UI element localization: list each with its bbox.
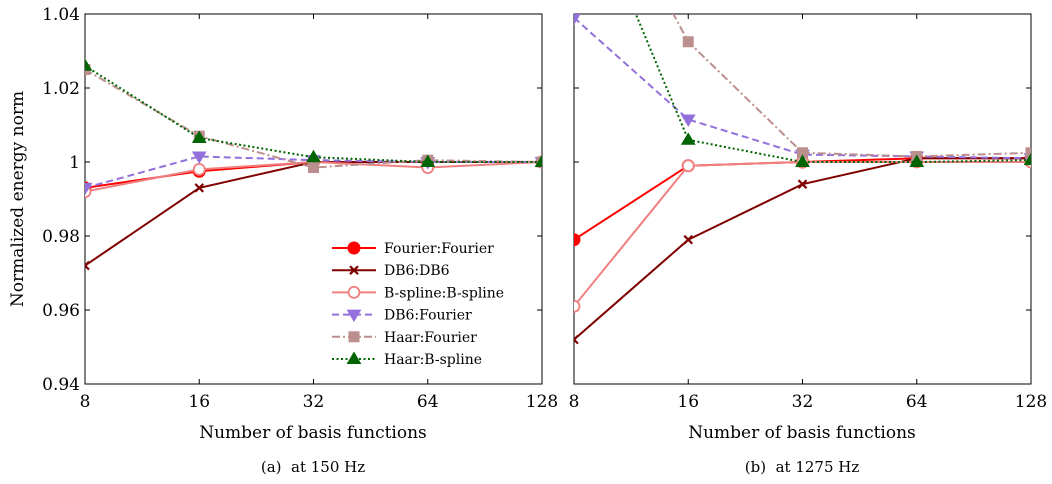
- legend: Fourier:Fourier DB6:DB6 B-spline:B-spline D…: [320, 229, 526, 369]
- x-tick-label: 64: [906, 392, 928, 412]
- plot-frame-b: [573, 13, 1032, 385]
- legend-item-db6-db6: DB6:DB6: [332, 263, 450, 279]
- data-point-haar-b-spline: [85, 58, 93, 71]
- legend-label: Haar:B-spline: [384, 352, 482, 368]
- y-axis-label: Normalized energy norm: [8, 91, 28, 307]
- y-tick-label: 1.04: [42, 5, 80, 25]
- x-tick-label: 32: [303, 392, 325, 412]
- series-line-fourier-fourier: [574, 157, 1031, 241]
- data-point-db6-fourier: [574, 14, 581, 26]
- data-point-db6-db6: [797, 179, 808, 189]
- x-tick-label: 16: [677, 392, 699, 412]
- series-line-haar-b-spline: [634, 14, 1031, 163]
- legend-label: Haar:Fourier: [384, 330, 477, 346]
- series-line-haar-b-spline: [85, 64, 542, 163]
- data-point-db6-fourier: [191, 151, 207, 164]
- data-point-haar-b-spline: [909, 154, 925, 167]
- x-tick-label: 64: [417, 392, 439, 412]
- data-point-haar-fourier: [1025, 147, 1031, 159]
- x-axis-label-b: Number of basis functions: [688, 423, 916, 443]
- data-point-haar-b-spline: [420, 154, 436, 167]
- legend-item-haar-b-spline: Haar:B-spline: [332, 351, 482, 368]
- y-tick-label: 0.94: [42, 375, 80, 395]
- data-point-b-spline-b-spline: [574, 299, 581, 313]
- caption-b: (b) at 1275 Hz: [745, 458, 860, 476]
- axis-ticks-b: 8 16 32 64 128: [569, 13, 1047, 412]
- legend-label: DB6:Fourier: [384, 308, 472, 324]
- legend-marker: [347, 241, 361, 255]
- y-tick-label: 1: [69, 153, 80, 173]
- x-tick-label: 32: [792, 392, 814, 412]
- legend-label: Fourier:Fourier: [384, 241, 494, 257]
- legend-item-db6-fourier: DB6:Fourier: [332, 308, 472, 324]
- data-point-haar-fourier: [682, 36, 694, 48]
- legend-label: DB6:DB6: [384, 263, 450, 279]
- data-point-haar-b-spline: [1023, 152, 1031, 166]
- x-tick-label: 8: [569, 392, 580, 412]
- x-axis-label-a: Number of basis functions: [199, 423, 427, 443]
- data-point-db6-db6: [194, 183, 205, 193]
- data-point-db6-db6: [574, 334, 579, 345]
- x-tick-label: 128: [1015, 392, 1047, 412]
- legend-marker: [346, 351, 362, 364]
- data-point-b-spline-b-spline: [192, 162, 206, 176]
- data-point-haar-fourier: [308, 162, 319, 174]
- y-tick-label: 1.02: [42, 79, 80, 99]
- data-point-db6-fourier: [680, 114, 696, 127]
- y-tick-label: 0.98: [42, 227, 80, 247]
- x-tick-label: 128: [526, 392, 558, 412]
- x-tick-label: 16: [188, 392, 210, 412]
- data-point-b-spline-b-spline: [681, 159, 695, 173]
- axis-ticks-a: 8 16 32 64 128 0.94 0.96 0.98 1 1.02 1.04: [42, 5, 558, 412]
- series-line-db6-fourier: [574, 16, 1031, 160]
- data-point-haar-b-spline: [534, 154, 542, 167]
- x-tick-label: 8: [80, 392, 91, 412]
- panel-b: 8 16 32 64 128 Number of basis functions (b)…: [569, 13, 1047, 476]
- legend-item-haar-fourier: Haar:Fourier: [332, 330, 477, 346]
- y-tick-label: 0.96: [42, 301, 80, 321]
- data-point-fourier-fourier: [574, 233, 581, 247]
- series-group-a: [85, 58, 542, 271]
- data-point-db6-fourier: [85, 182, 93, 196]
- caption-a: (a) at 150 Hz: [261, 458, 365, 476]
- legend-marker: [348, 331, 360, 343]
- legend-item-b-spline-b-spline: B-spline:B-spline: [332, 285, 504, 301]
- legend-marker: [346, 309, 362, 323]
- legend-marker: [349, 265, 359, 275]
- data-point-db6-db6: [683, 234, 694, 245]
- legend-marker: [347, 285, 361, 299]
- data-point-haar-b-spline: [680, 132, 696, 145]
- data-point-haar-b-spline: [795, 154, 810, 167]
- series-line-haar-fourier: [85, 68, 542, 169]
- data-point-haar-b-spline: [306, 149, 321, 163]
- panel-a: 8 16 32 64 128 0.94 0.96 0.98 1 1.02 1.04 Normaliz…: [8, 5, 558, 476]
- series-group-b: [574, 14, 1031, 345]
- legend-item-fourier-fourier: Fourier:Fourier: [332, 241, 494, 257]
- data-point-haar-b-spline: [191, 130, 207, 143]
- legend-label: B-spline:B-spline: [384, 285, 504, 301]
- data-point-db6-db6: [85, 260, 90, 271]
